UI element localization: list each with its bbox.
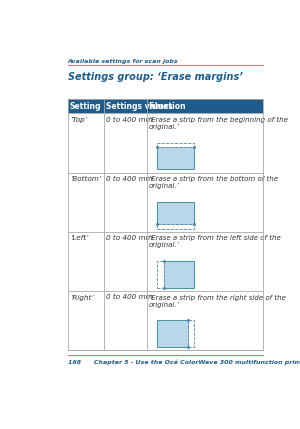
Text: 0 to 400 mm: 0 to 400 mm bbox=[106, 176, 152, 182]
Text: ‘Erase a strip from the right side of the original.’: ‘Erase a strip from the right side of th… bbox=[149, 294, 286, 308]
Bar bbox=[188, 320, 194, 347]
Text: ‘Erase a strip from the beginning of the original.’: ‘Erase a strip from the beginning of the… bbox=[149, 117, 288, 130]
Text: Settings values: Settings values bbox=[106, 102, 172, 111]
Text: ‘Erase a strip from the bottom of the original.’: ‘Erase a strip from the bottom of the or… bbox=[149, 176, 278, 189]
Text: Available settings for scan jobs: Available settings for scan jobs bbox=[68, 59, 178, 64]
Text: ‘Left’: ‘Left’ bbox=[70, 235, 88, 241]
Bar bbox=[157, 224, 194, 229]
Bar bbox=[68, 100, 263, 350]
Text: ‘Top’: ‘Top’ bbox=[70, 117, 87, 123]
Text: Settings group: ‘Erase margins’: Settings group: ‘Erase margins’ bbox=[68, 72, 243, 82]
Text: ‘Right’: ‘Right’ bbox=[70, 294, 93, 301]
Bar bbox=[157, 148, 194, 169]
Bar bbox=[157, 142, 194, 148]
Bar bbox=[164, 261, 194, 288]
Text: 0 to 400 mm: 0 to 400 mm bbox=[106, 235, 152, 241]
Text: ‘Bottom’: ‘Bottom’ bbox=[70, 176, 101, 182]
Bar bbox=[68, 100, 263, 113]
Text: ‘Erase a strip from the left side of the original.’: ‘Erase a strip from the left side of the… bbox=[149, 235, 280, 248]
Text: 168      Chapter 5 - Use the Océ ColorWave 300 multifunction printer: 168 Chapter 5 - Use the Océ ColorWave 30… bbox=[68, 360, 300, 365]
Bar bbox=[157, 320, 188, 347]
Text: 0 to 400 mm: 0 to 400 mm bbox=[106, 294, 152, 300]
Text: 0 to 400 mm: 0 to 400 mm bbox=[106, 117, 152, 123]
Bar bbox=[157, 202, 194, 224]
Text: Function: Function bbox=[149, 102, 186, 111]
Text: Setting: Setting bbox=[70, 102, 101, 111]
Bar bbox=[157, 261, 164, 288]
